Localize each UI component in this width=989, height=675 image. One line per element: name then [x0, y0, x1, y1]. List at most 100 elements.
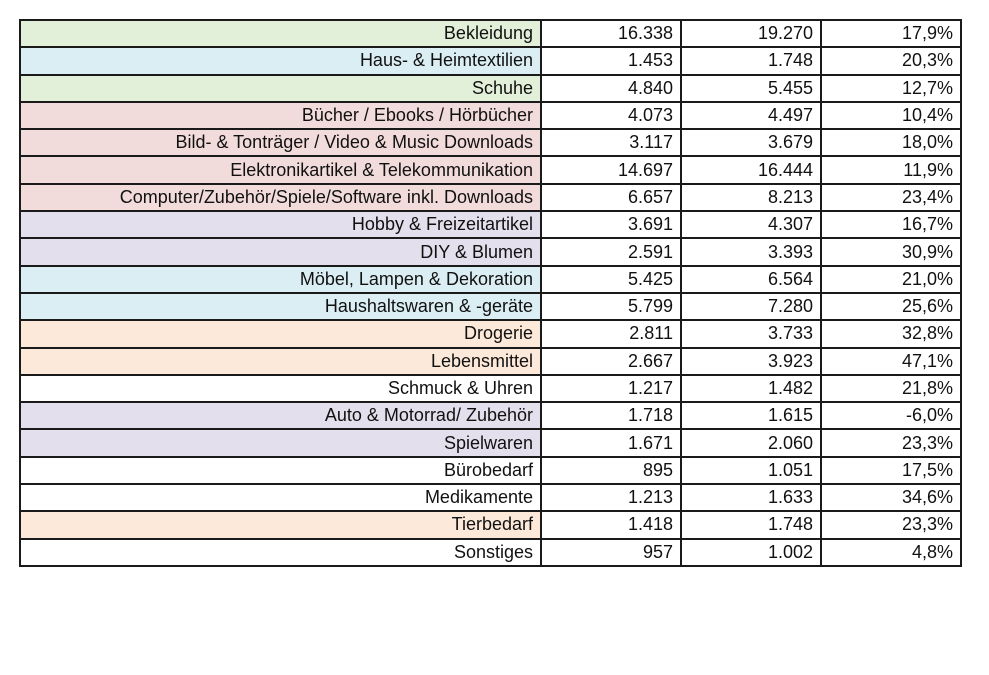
table-row: Bild- & Tonträger / Video & Music Downlo…	[19, 128, 962, 158]
category-cell: Schmuck & Uhren	[19, 373, 542, 404]
value-cell-2: 1.633	[680, 483, 822, 513]
value-cell-1: 3.691	[540, 210, 682, 240]
value-cell-2: 5.455	[680, 73, 822, 103]
category-cell: Sonstiges	[19, 537, 542, 567]
value-cell-1: 5.799	[540, 291, 682, 322]
table-row: Auto & Motorrad/ Zubehör 1.718 1.615 -6,0%	[19, 401, 962, 431]
value-cell-1: 16.338	[540, 18, 682, 49]
table-row: Elektronikartikel & Telekommunikation 14.…	[19, 155, 962, 185]
change-percent-cell: 47,1%	[820, 346, 962, 376]
value-cell-1: 957	[540, 537, 682, 567]
table-row: Hobby & Freizeitartikel 3.691 4.307 16,7%	[19, 210, 962, 240]
value-cell-2: 7.280	[680, 291, 822, 322]
change-percent-cell: 10,4%	[820, 100, 962, 131]
category-cell: Bild- & Tonträger / Video & Music Downlo…	[19, 128, 542, 158]
category-cell: Drogerie	[19, 319, 542, 349]
change-percent-cell: 25,6%	[820, 291, 962, 322]
value-cell-1: 3.117	[540, 128, 682, 158]
table-row: Möbel, Lampen & Dekoration 5.425 6.564 21,0…	[19, 264, 962, 294]
change-percent-cell: 21,8%	[820, 373, 962, 404]
table-row: Schmuck & Uhren 1.217 1.482 21,8%	[19, 373, 962, 404]
value-cell-2: 4.497	[680, 100, 822, 131]
value-cell-2: 3.733	[680, 319, 822, 349]
category-cell: Bürobedarf	[19, 455, 542, 486]
category-cell: Computer/Zubehör/Spiele/Software inkl. D…	[19, 182, 542, 213]
value-cell-2: 1.748	[680, 510, 822, 540]
change-percent-cell: 34,6%	[820, 483, 962, 513]
value-cell-2: 19.270	[680, 18, 822, 49]
table-row: Drogerie 2.811 3.733 32,8%	[19, 319, 962, 349]
value-cell-2: 8.213	[680, 182, 822, 213]
value-cell-2: 3.923	[680, 346, 822, 376]
value-cell-1: 1.217	[540, 373, 682, 404]
category-cell: Schuhe	[19, 73, 542, 103]
table-row: Tierbedarf 1.418 1.748 23,3%	[19, 510, 962, 540]
table-row: Computer/Zubehör/Spiele/Software inkl. D…	[19, 182, 962, 213]
value-cell-2: 2.060	[680, 428, 822, 458]
category-table: Bekleidung 16.338 19.270 17,9% Haus- & Heimt…	[19, 18, 962, 567]
value-cell-2: 1.051	[680, 455, 822, 486]
value-cell-1: 1.418	[540, 510, 682, 540]
change-percent-cell: 20,3%	[820, 46, 962, 76]
category-cell: Auto & Motorrad/ Zubehör	[19, 401, 542, 431]
change-percent-cell: 23,4%	[820, 182, 962, 213]
value-cell-1: 1.718	[540, 401, 682, 431]
value-cell-2: 4.307	[680, 210, 822, 240]
change-percent-cell: 12,7%	[820, 73, 962, 103]
category-cell: DIY & Blumen	[19, 237, 542, 267]
value-cell-2: 3.679	[680, 128, 822, 158]
category-cell: Hobby & Freizeitartikel	[19, 210, 542, 240]
value-cell-2: 1.748	[680, 46, 822, 76]
value-cell-1: 1.213	[540, 483, 682, 513]
table-body: Bekleidung 16.338 19.270 17,9% Haus- & Heimt…	[19, 18, 962, 567]
value-cell-1: 4.840	[540, 73, 682, 103]
value-cell-1: 1.671	[540, 428, 682, 458]
change-percent-cell: 16,7%	[820, 210, 962, 240]
category-cell: Tierbedarf	[19, 510, 542, 540]
change-percent-cell: -6,0%	[820, 401, 962, 431]
table-row: Haushaltswaren & -geräte 5.799 7.280 25,6%	[19, 291, 962, 322]
change-percent-cell: 4,8%	[820, 537, 962, 567]
category-cell: Elektronikartikel & Telekommunikation	[19, 155, 542, 185]
category-cell: Bekleidung	[19, 18, 542, 49]
change-percent-cell: 30,9%	[820, 237, 962, 267]
value-cell-1: 2.667	[540, 346, 682, 376]
table-row: Bekleidung 16.338 19.270 17,9%	[19, 18, 962, 49]
change-percent-cell: 17,5%	[820, 455, 962, 486]
value-cell-2: 16.444	[680, 155, 822, 185]
table-row: Bürobedarf 895 1.051 17,5%	[19, 455, 962, 486]
value-cell-1: 6.657	[540, 182, 682, 213]
category-cell: Spielwaren	[19, 428, 542, 458]
category-cell: Haushaltswaren & -geräte	[19, 291, 542, 322]
change-percent-cell: 17,9%	[820, 18, 962, 49]
table-row: Haus- & Heimtextilien 1.453 1.748 20,3%	[19, 46, 962, 76]
table-row: Sonstiges 957 1.002 4,8%	[19, 537, 962, 567]
value-cell-1: 2.811	[540, 319, 682, 349]
category-cell: Möbel, Lampen & Dekoration	[19, 264, 542, 294]
change-percent-cell: 18,0%	[820, 128, 962, 158]
value-cell-2: 6.564	[680, 264, 822, 294]
value-cell-1: 895	[540, 455, 682, 486]
value-cell-2: 1.615	[680, 401, 822, 431]
value-cell-2: 1.002	[680, 537, 822, 567]
change-percent-cell: 21,0%	[820, 264, 962, 294]
table-row: DIY & Blumen 2.591 3.393 30,9%	[19, 237, 962, 267]
table-row: Medikamente 1.213 1.633 34,6%	[19, 483, 962, 513]
category-cell: Bücher / Ebooks / Hörbücher	[19, 100, 542, 131]
change-percent-cell: 32,8%	[820, 319, 962, 349]
table-row: Lebensmittel 2.667 3.923 47,1%	[19, 346, 962, 376]
value-cell-2: 1.482	[680, 373, 822, 404]
value-cell-1: 14.697	[540, 155, 682, 185]
value-cell-1: 4.073	[540, 100, 682, 131]
table-row: Schuhe 4.840 5.455 12,7%	[19, 73, 962, 103]
change-percent-cell: 23,3%	[820, 428, 962, 458]
value-cell-1: 5.425	[540, 264, 682, 294]
value-cell-1: 1.453	[540, 46, 682, 76]
value-cell-2: 3.393	[680, 237, 822, 267]
change-percent-cell: 23,3%	[820, 510, 962, 540]
category-cell: Lebensmittel	[19, 346, 542, 376]
table-row: Spielwaren 1.671 2.060 23,3%	[19, 428, 962, 458]
category-cell: Haus- & Heimtextilien	[19, 46, 542, 76]
table-row: Bücher / Ebooks / Hörbücher 4.073 4.497 10,…	[19, 100, 962, 131]
change-percent-cell: 11,9%	[820, 155, 962, 185]
